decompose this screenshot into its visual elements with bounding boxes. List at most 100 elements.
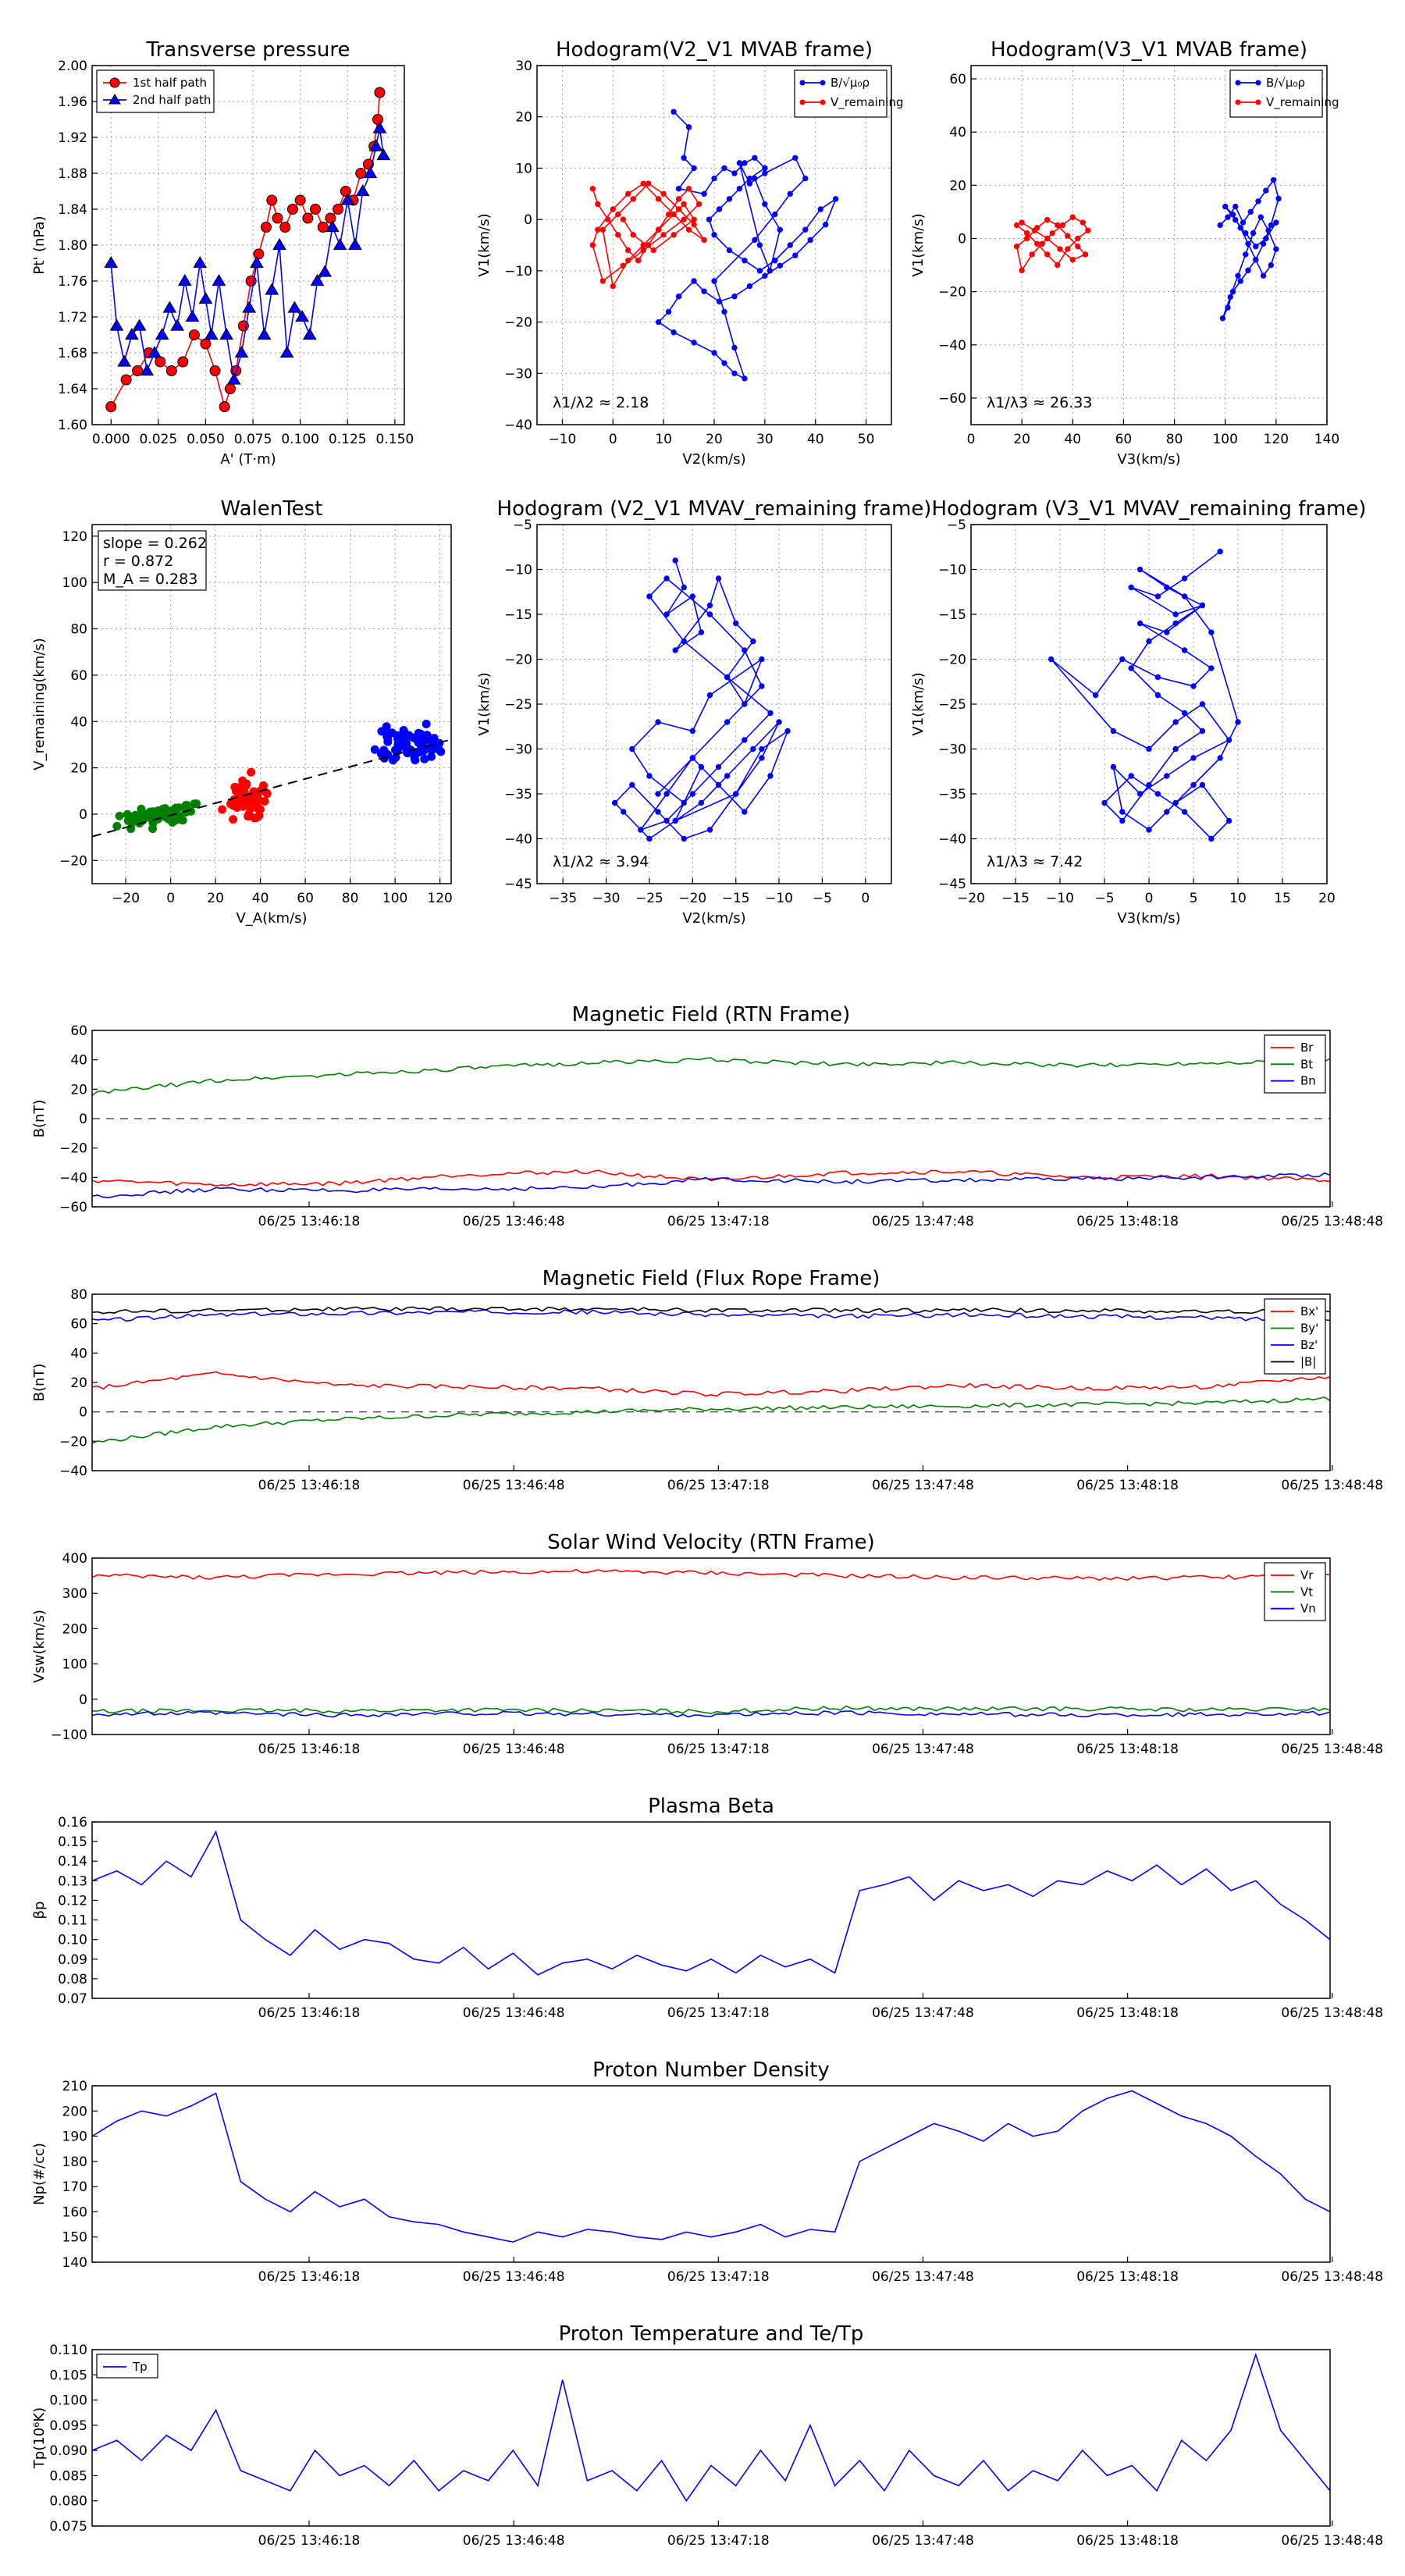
y-tick-label: 0.16 <box>58 1815 87 1831</box>
series-line-Vt <box>92 1705 1330 1714</box>
data-point <box>589 186 596 192</box>
x-tick-label: 0 <box>861 891 870 906</box>
x-tick-label: 50 <box>858 432 875 447</box>
data-point <box>595 226 601 233</box>
legend-label: Vn <box>1300 1602 1316 1616</box>
y-tick-label: −10 <box>938 563 966 578</box>
legend-label: Vr <box>1300 1568 1314 1582</box>
data-point <box>242 301 257 313</box>
y-tick-label: 1.68 <box>58 346 87 361</box>
plot-area <box>92 2090 1330 2243</box>
y-tick-label: −20 <box>59 1434 87 1450</box>
x-tick-label: 06/25 13:47:48 <box>872 1478 974 1493</box>
chart-walen: WalenTest −20 0 20 40 60 80 100 120 −20 0 20 40 60 80 1… <box>31 497 453 927</box>
x-tick-label: 06/25 13:46:48 <box>463 2269 565 2285</box>
data-point <box>759 683 765 689</box>
x-tick-label: 06/25 13:46:18 <box>258 1742 361 1757</box>
data-point <box>1250 229 1257 237</box>
data-point <box>689 728 696 735</box>
y-tick-label: −10 <box>504 264 532 279</box>
y-tick-label: −40 <box>59 1170 87 1186</box>
chart-h1: Hodogram(V2_V1 MVAB frame) −40 −30 −20 −10 0 1… <box>476 38 904 468</box>
data-point <box>665 211 672 218</box>
data-point <box>1069 214 1076 220</box>
data-point <box>204 328 219 340</box>
chart-tsBeta: Plasma Beta 0.07 0.08 0.09 0.10 0.11 0.12 0.13 0… <box>31 1795 1383 2021</box>
data-point <box>266 194 278 206</box>
legend-label: Bt <box>1300 1057 1313 1071</box>
data-point <box>1146 638 1152 645</box>
data-point <box>752 175 758 182</box>
data-point <box>685 124 692 130</box>
data-point <box>706 827 713 833</box>
data-point <box>689 593 696 600</box>
y-tick-label: −30 <box>938 742 966 758</box>
data-point <box>655 226 662 233</box>
legend-label: Bx' <box>1300 1304 1318 1318</box>
x-tick-label: 06/25 13:47:48 <box>872 1214 974 1229</box>
data-point <box>610 283 616 290</box>
data-point <box>675 186 682 192</box>
x-tick-label: 06/25 13:46:48 <box>463 1742 565 1757</box>
data-point <box>731 370 738 376</box>
data-point <box>1268 222 1275 229</box>
legend-label: V_remaining <box>1266 95 1339 110</box>
y-tick-label: 0.110 <box>49 2343 87 2358</box>
axes-frame <box>91 2349 1331 2527</box>
y-tick-label: −35 <box>938 787 966 802</box>
y-tick-label: 0.080 <box>49 2494 87 2510</box>
data-point <box>1075 244 1081 250</box>
series-line-V <box>614 560 789 840</box>
data-point <box>325 220 340 233</box>
data-point <box>372 121 387 133</box>
x-tick-label: 0 <box>609 432 617 447</box>
data-point <box>802 175 809 182</box>
plot-area <box>92 1057 1330 1199</box>
y-tick-label: 60 <box>949 72 966 87</box>
data-point <box>1245 240 1251 247</box>
data-point <box>1222 203 1229 210</box>
data-point <box>615 211 621 218</box>
data-point <box>670 232 677 238</box>
x-tick-label: 06/25 13:48:18 <box>1076 2269 1179 2285</box>
x-tick-label: 06/25 13:48:48 <box>1281 2005 1383 2021</box>
series-line-Bz' <box>92 1309 1330 1323</box>
plot-area <box>1048 548 1241 842</box>
data-point <box>1181 593 1188 600</box>
data-point <box>681 799 687 806</box>
chart-tsBfr: Magnetic Field (Flux Rope Frame) −40 −20 0 2… <box>31 1267 1383 1493</box>
x-tick-label: 06/25 13:47:48 <box>872 2533 974 2549</box>
data-point <box>689 791 696 797</box>
data-point <box>355 184 370 197</box>
data-point <box>1219 315 1226 322</box>
y-tick-label: −30 <box>504 366 532 382</box>
data-point <box>701 288 707 294</box>
data-point <box>1039 240 1045 247</box>
y-tick-label: 0 <box>958 231 966 247</box>
y-tick-label: −40 <box>504 418 532 433</box>
y-tick-label: 0.090 <box>49 2443 87 2459</box>
data-point <box>776 719 782 725</box>
x-tick-label: −5 <box>813 891 832 906</box>
data-point <box>792 252 799 258</box>
data-point <box>777 262 784 269</box>
y-tick-label: 60 <box>70 1023 87 1039</box>
data-point <box>611 799 618 806</box>
data-point <box>130 810 140 820</box>
data-point <box>247 800 256 809</box>
data-point <box>193 256 208 269</box>
axes-frame <box>91 1821 1331 1999</box>
legend-frame <box>794 69 887 118</box>
data-point <box>132 318 147 331</box>
legend-marker <box>820 99 826 105</box>
axes-frame <box>970 65 1328 425</box>
data-point <box>237 798 246 807</box>
data-point <box>663 611 670 617</box>
data-point <box>663 791 670 797</box>
y-tick-label: 20 <box>70 1375 87 1391</box>
data-point <box>212 274 226 286</box>
data-point <box>724 773 731 779</box>
data-point <box>706 611 713 617</box>
x-tick-label: 120 <box>427 891 452 906</box>
series-line-Vr <box>92 1568 1330 1582</box>
